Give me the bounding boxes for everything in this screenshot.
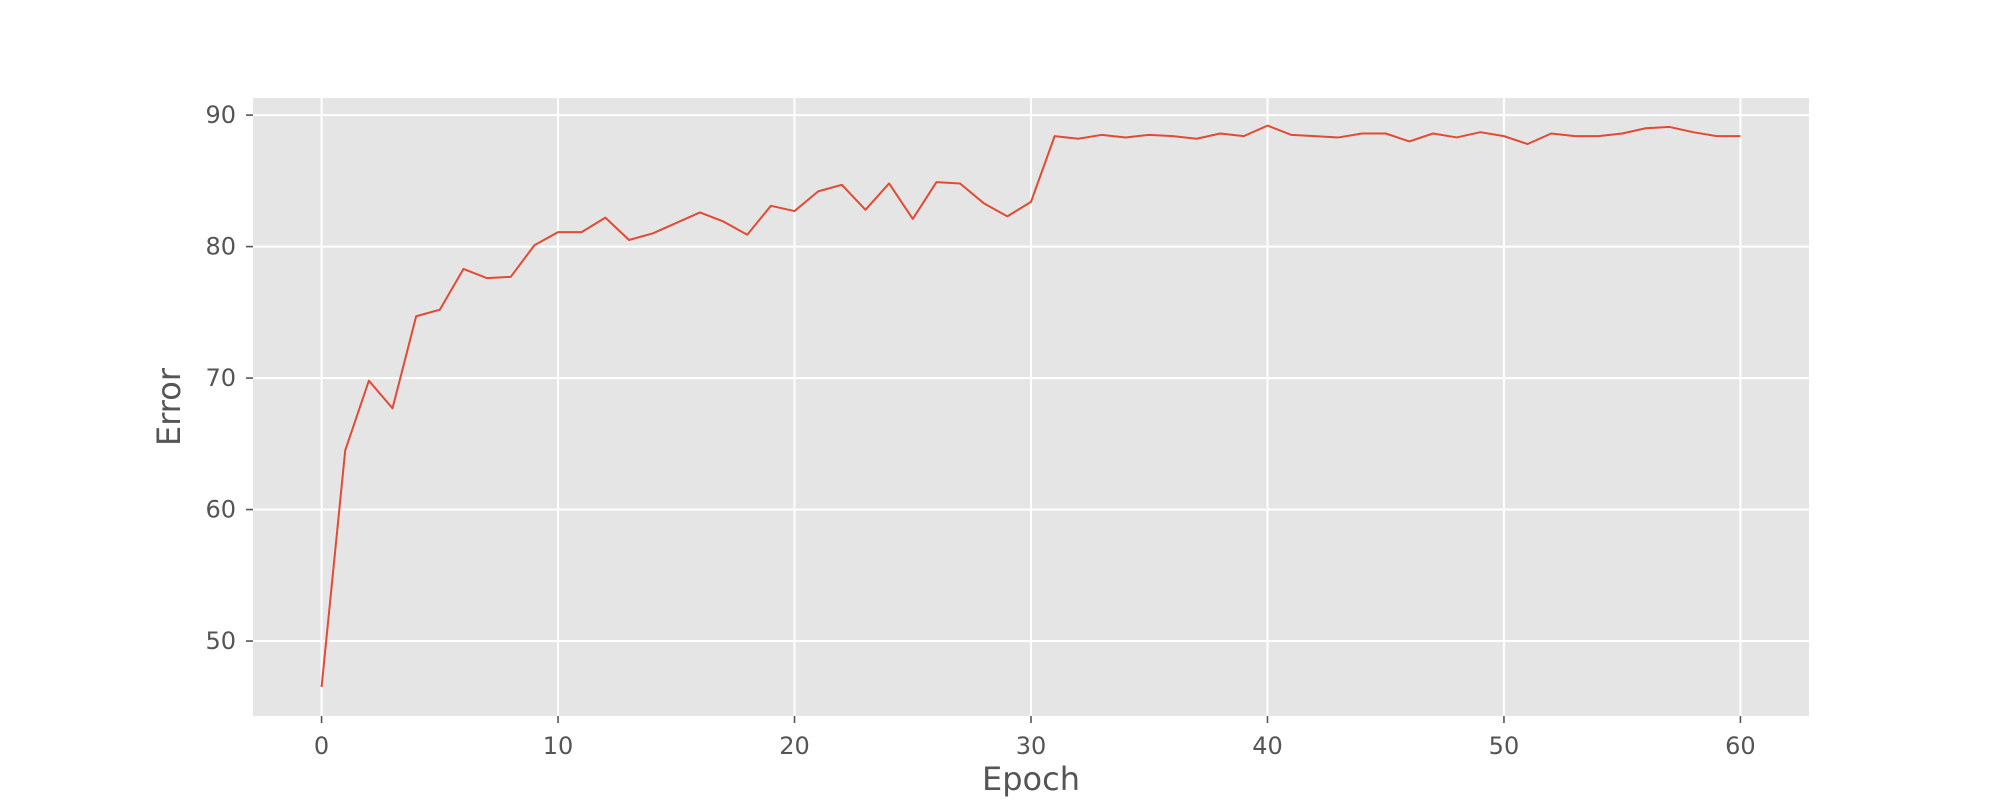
error-series-line [320,124,1741,688]
series-layer [320,124,1741,688]
x-tick-label: 20 [779,732,810,760]
x-tick-label: 60 [1725,732,1756,760]
tick-layer: 0 10 20 30 40 50 60 50 60 70 80 90 [205,101,1755,760]
x-tick-label: 30 [1016,732,1047,760]
y-tick-label: 80 [205,233,236,261]
x-tick-label: 10 [543,732,574,760]
x-tick-label: 40 [1252,732,1283,760]
x-tick-label: 0 [314,732,329,760]
y-tick-label: 70 [205,364,236,392]
y-tick-label: 90 [205,101,236,129]
grid-layer [253,98,1809,716]
x-tick-label: 50 [1489,732,1520,760]
x-axis-title: Epoch [982,760,1080,798]
y-tick-label: 50 [205,627,236,655]
y-tick-label: 60 [205,496,236,524]
y-axis-title: Error [150,367,188,446]
